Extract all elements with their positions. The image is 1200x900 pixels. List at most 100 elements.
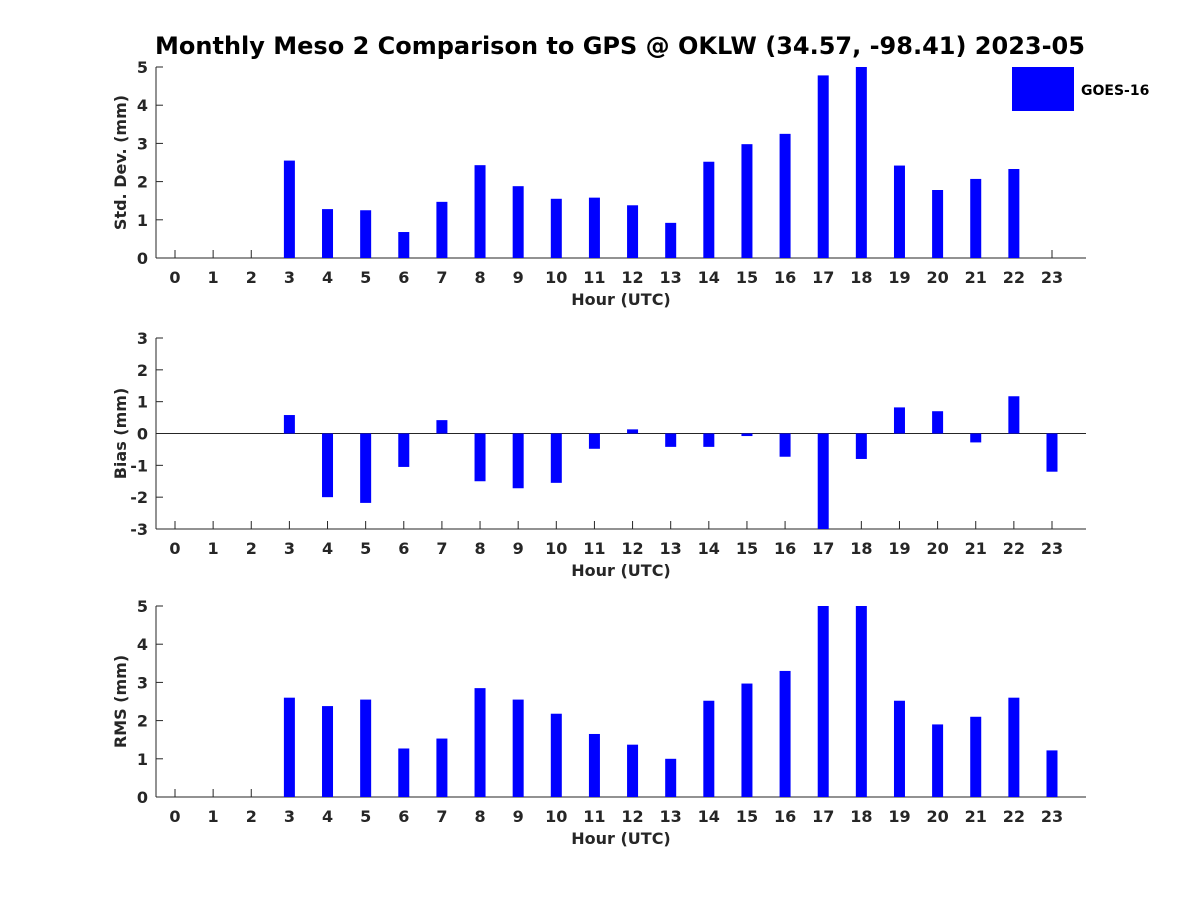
rms-x-tick-label: 11 [583,807,605,826]
std-dev-bar [932,190,944,258]
rms-y-tick-label: 4 [137,635,148,654]
std-dev-x-tick-label: 20 [926,268,948,287]
rms-x-tick-label: 18 [850,807,872,826]
std-dev-x-tick-label: 17 [812,268,834,287]
std-dev-y-tick-label: 0 [137,249,148,268]
std-dev-x-tick-label: 9 [513,268,524,287]
bias-bar [970,433,982,443]
std-dev-x-tick-label: 22 [1003,268,1025,287]
bias-bar [1046,433,1058,472]
bias-bar [588,433,600,449]
bias-bar [741,433,753,437]
bias-bar [893,407,905,434]
std-dev-x-tick-label: 19 [888,268,910,287]
std-dev-x-tick-label: 12 [621,268,643,287]
rms-y-tick-label: 0 [137,788,148,807]
std-dev-x-axis-label: Hour (UTC) [571,290,671,309]
std-dev-bar [360,210,372,258]
bias-y-tick-label: -1 [130,456,148,475]
rms-x-axis-label: Hour (UTC) [571,829,671,848]
bias-bar [932,411,944,434]
rms-bar [703,700,715,797]
rms-bar [1008,697,1020,797]
std-dev-x-tick-label: 16 [774,268,796,287]
bias-y-axis-label: Bias (mm) [111,388,130,480]
rms-x-tick-label: 5 [360,807,371,826]
legend-swatch [1012,67,1074,111]
rms-x-tick-label: 13 [660,807,682,826]
std-dev-bar [474,165,486,258]
bias-x-tick-label: 11 [583,539,605,558]
rms-bar [627,744,639,797]
std-dev-x-tick-label: 1 [208,268,219,287]
bias-x-tick-label: 9 [513,539,524,558]
bias-x-tick-label: 15 [736,539,758,558]
rms-y-tick-label: 1 [137,750,148,769]
std-dev-y-tick-label: 3 [137,134,148,153]
rms-y-tick-label: 5 [137,597,148,616]
rms-x-tick-label: 20 [926,807,948,826]
rms-y-tick-label: 2 [137,712,148,731]
rms-bar [588,733,600,797]
bias-x-tick-label: 7 [436,539,447,558]
std-dev-bar [1008,168,1020,258]
rms-bar [779,670,791,797]
std-dev-bar [665,222,677,258]
std-dev-x-tick-label: 4 [322,268,333,287]
bias-x-tick-label: 18 [850,539,872,558]
rms-x-tick-label: 3 [284,807,295,826]
rms-bar [855,606,867,797]
std-dev-bar [779,133,791,258]
std-dev-y-tick-label: 5 [137,58,148,77]
rms-x-tick-label: 4 [322,807,333,826]
rms-x-tick-label: 2 [246,807,257,826]
rms-bar [474,688,486,797]
std-dev-x-tick-label: 5 [360,268,371,287]
std-dev-x-tick-label: 0 [169,268,180,287]
bias-bar [474,433,486,482]
std-dev-x-tick-label: 2 [246,268,257,287]
bias-bar [360,433,372,503]
std-dev-bar [588,197,600,258]
rms-x-tick-label: 14 [698,807,720,826]
rms-bar [817,606,829,797]
bias-y-tick-label: 1 [137,393,148,412]
std-dev-x-tick-label: 7 [436,268,447,287]
std-dev-bar [703,161,715,258]
std-dev-x-tick-label: 6 [398,268,409,287]
std-dev-x-tick-label: 8 [474,268,485,287]
rms-x-tick-label: 10 [545,807,567,826]
rms-y-tick-label: 3 [137,673,148,692]
rms-x-tick-label: 16 [774,807,796,826]
std-dev-x-tick-label: 18 [850,268,872,287]
std-dev-y-tick-label: 4 [137,96,148,115]
bias-x-tick-label: 3 [284,539,295,558]
bias-x-axis-label: Hour (UTC) [571,561,671,580]
rms-y-axis-label: RMS (mm) [111,655,130,748]
rms-bar [398,748,410,797]
rms-bar [360,699,372,797]
legend-label: GOES-16 [1081,83,1149,99]
std-dev-bar [436,201,448,258]
bias-x-tick-label: 16 [774,539,796,558]
std-dev-y-tick-label: 1 [137,211,148,230]
std-dev-x-tick-label: 23 [1041,268,1063,287]
bias-x-tick-label: 17 [812,539,834,558]
std-dev-y-axis-label: Std. Dev. (mm) [111,95,130,230]
bias-bar [283,415,295,434]
bias-y-tick-label: 2 [137,361,148,380]
rms-x-tick-label: 6 [398,807,409,826]
std-dev-bar [283,160,295,258]
rms-bar [283,697,295,797]
std-dev-bar [893,165,905,258]
std-dev-bar [970,178,982,258]
std-dev-x-tick-label: 13 [660,268,682,287]
rms-x-tick-label: 8 [474,807,485,826]
bias-bar [512,433,524,489]
bias-y-tick-label: -2 [130,488,148,507]
rms-x-tick-label: 19 [888,807,910,826]
bias-bar [398,433,410,467]
